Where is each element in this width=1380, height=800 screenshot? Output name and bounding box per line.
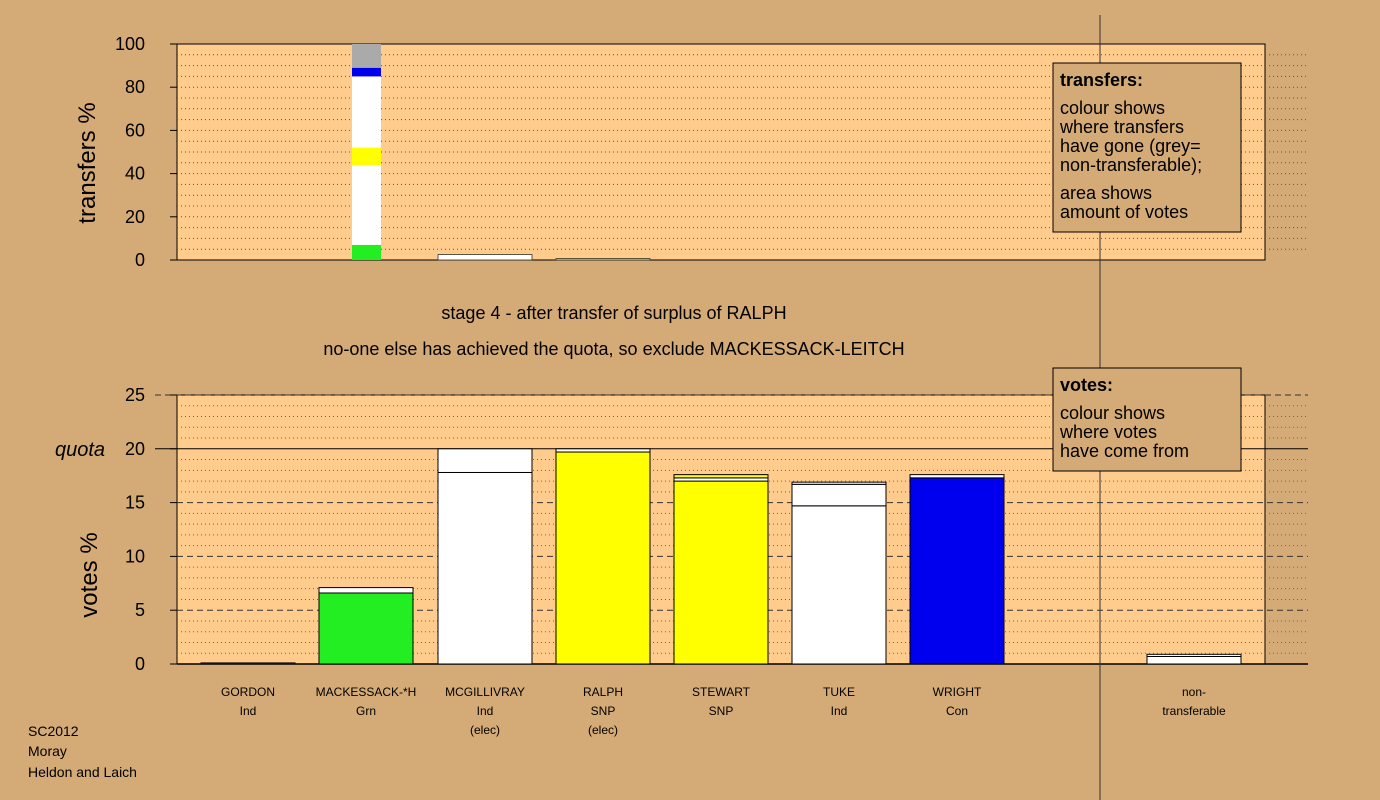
- candidate-label: (elec): [470, 723, 500, 737]
- vote-bar-segment: [909, 474, 1005, 479]
- candidate-label: transferable: [1162, 704, 1226, 718]
- candidate-label: RALPH: [583, 685, 623, 699]
- vote-bar-segment: [200, 662, 296, 665]
- vote-bar-segment: [909, 477, 1005, 665]
- transfers-tick-label: 80: [125, 77, 145, 97]
- candidate-label: non-: [1182, 685, 1206, 699]
- vote-bar-segment: [791, 481, 887, 485]
- vote-bar-segment: [437, 471, 533, 665]
- transfers-legend-line: area shows: [1060, 183, 1152, 203]
- votes-legend-line: where votes: [1059, 422, 1157, 442]
- transfers-legend-line: have gone (grey=: [1060, 136, 1201, 156]
- transfers-tick-label: 40: [125, 164, 145, 184]
- transfers-bar-segment: [352, 244, 381, 260]
- vote-bar-segment: [318, 587, 414, 594]
- stage-line-1: stage 4 - after transfer of surplus of R…: [441, 303, 786, 323]
- transfers-bar-segment: [352, 76, 381, 148]
- candidate-label: Grn: [356, 704, 376, 718]
- vote-bar-segment: [791, 505, 887, 665]
- footer-line: SC2012: [28, 723, 79, 739]
- transfers-legend-line: non-transferable);: [1060, 155, 1202, 175]
- votes-tick-label: 0: [135, 654, 145, 674]
- votes-bars: [200, 448, 1242, 665]
- transfers-tick-label: 100: [115, 34, 145, 54]
- candidate-label: MACKESSACK-*H: [316, 685, 417, 699]
- votes-legend-title: votes:: [1060, 375, 1113, 395]
- transfers-bar-segment: [437, 254, 533, 261]
- vote-bar-segment: [555, 448, 651, 453]
- vote-bar-segment: [555, 451, 651, 665]
- quota-label: quota: [55, 439, 105, 461]
- transfers-axis-label: transfers %: [74, 102, 101, 223]
- transfers-y-ticks: 0 20 40 60 80 100: [115, 34, 177, 270]
- vote-bar-segment: [1146, 655, 1242, 665]
- transfers-bar-segment: [555, 258, 651, 261]
- vote-bar-segment: [1146, 653, 1242, 657]
- votes-y-ticks: 0 5 10 15 20 25: [125, 385, 177, 674]
- stage-line-2: no-one else has achieved the quota, so e…: [323, 339, 904, 359]
- transfers-legend-line: colour shows: [1060, 98, 1165, 118]
- candidate-label: SNP: [709, 704, 734, 718]
- transfers-bar-segment: [352, 44, 381, 68]
- candidate-label: TUKE: [823, 685, 855, 699]
- candidate-label: MCGILLIVRAY: [445, 685, 525, 699]
- transfers-bar-segment: [352, 147, 381, 165]
- transfers-legend-title: transfers:: [1060, 70, 1143, 90]
- votes-tick-label: 20: [125, 439, 145, 459]
- votes-tick-label: 10: [125, 546, 145, 566]
- candidate-label: Ind: [240, 704, 257, 718]
- vote-bar-segment: [318, 592, 414, 665]
- transfers-legend-line: amount of votes: [1060, 202, 1188, 222]
- transfers-bar-segment: [352, 164, 381, 245]
- votes-tick-label: 25: [125, 385, 145, 405]
- candidate-label: STEWART: [692, 685, 751, 699]
- transfers-legend: transfers: colour shows where transfers …: [1052, 62, 1242, 233]
- transfers-tick-label: 0: [135, 250, 145, 270]
- votes-tick-label: 5: [135, 600, 145, 620]
- transfers-legend-line: where transfers: [1059, 117, 1184, 137]
- vote-bar-segment: [437, 448, 533, 473]
- votes-legend-line: have come from: [1060, 441, 1189, 461]
- footer-line: Heldon and Laich: [28, 764, 137, 780]
- footer-line: Moray: [28, 743, 67, 759]
- candidate-label: (elec): [588, 723, 618, 737]
- votes-tick-label: 15: [125, 493, 145, 513]
- candidate-label: Ind: [477, 704, 494, 718]
- transfers-tick-label: 60: [125, 120, 145, 140]
- candidate-labels: GORDON Ind MACKESSACK-*H Grn MCGILLIVRAY Ind (…: [221, 685, 1226, 737]
- votes-legend: votes: colour shows where votes have com…: [1052, 367, 1242, 472]
- votes-axis-label: votes %: [76, 532, 103, 617]
- transfers-bar-segment: [352, 67, 381, 77]
- transfers-tick-label: 20: [125, 207, 145, 227]
- vote-bar-segment: [673, 474, 769, 479]
- candidate-label: WRIGHT: [933, 685, 982, 699]
- candidate-label: Con: [946, 704, 968, 718]
- candidate-label: Ind: [831, 704, 848, 718]
- transfers-bars: [352, 44, 651, 261]
- vote-bar-segment: [673, 480, 769, 665]
- candidate-label: GORDON: [221, 685, 275, 699]
- candidate-label: SNP: [591, 704, 616, 718]
- votes-legend-line: colour shows: [1060, 403, 1165, 423]
- vote-bar-segment: [791, 483, 887, 507]
